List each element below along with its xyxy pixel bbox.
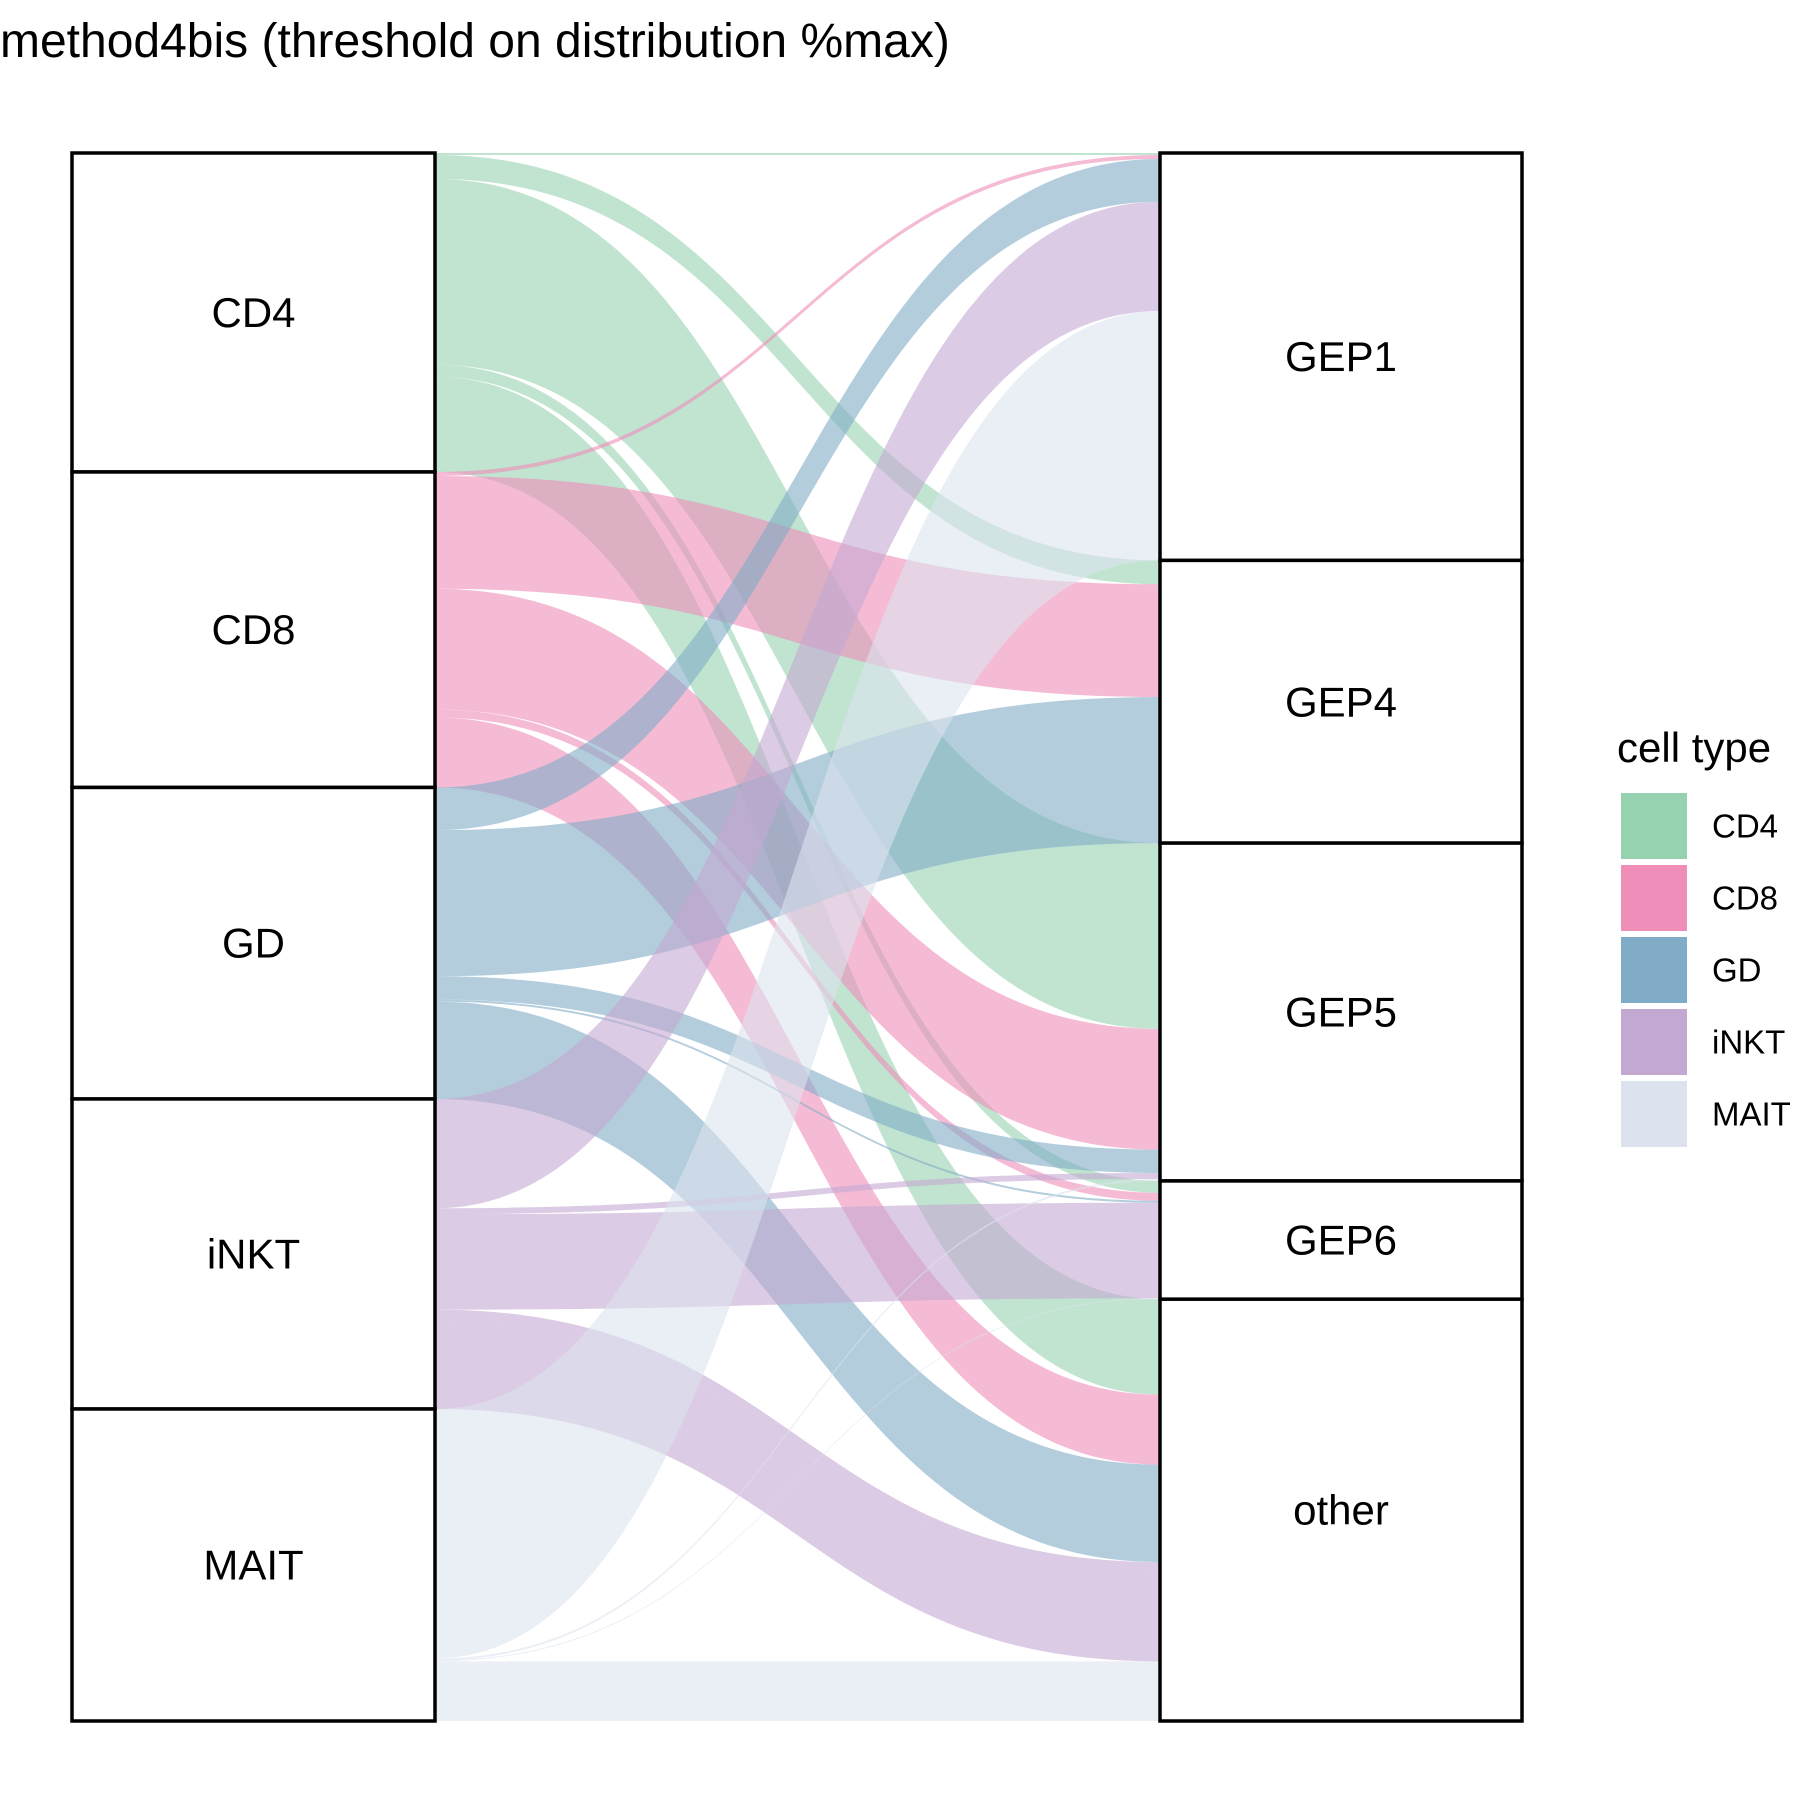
right-node-GEP4	[1158, 558, 1524, 845]
legend-label: CD8	[1712, 880, 1778, 917]
right-node-label: GEP5	[1285, 989, 1397, 1036]
nodes-layer: CD4 CD8 GD iNKT MAIT GEP1 GEP4 GEP5 GEP6 other	[70, 151, 1524, 1723]
legend-label: CD4	[1712, 808, 1778, 845]
left-node-label: CD8	[211, 606, 295, 653]
legend-label: GD	[1712, 952, 1762, 989]
right-node-other	[1158, 1297, 1524, 1723]
flow-GD-to-GEP4	[435, 697, 1160, 977]
left-node-label: MAIT	[203, 1541, 303, 1588]
legend-label: MAIT	[1712, 1096, 1791, 1133]
legend-swatch-iNKT	[1621, 1009, 1687, 1075]
right-node-GEP1	[1158, 151, 1524, 563]
flow-MAIT-to-GEP1	[435, 310, 1160, 1659]
legend: cell type CD4 CD8 GD iNKT MAIT	[1617, 724, 1791, 1147]
right-node-GEP6	[1158, 1179, 1524, 1301]
left-node-label: GD	[222, 920, 285, 967]
flow-MAIT-to-GEP5	[435, 1178, 1160, 1661]
flow-MAIT-to-GEP6	[435, 1298, 1160, 1662]
flow-CD4-to-GEP1	[435, 153, 1160, 155]
flow-CD4-to-GEP4	[435, 154, 1160, 585]
flow-iNKT-to-GEP6	[435, 1202, 1160, 1310]
legend-swatch-CD8	[1621, 865, 1687, 931]
flow-iNKT-to-GEP1	[435, 201, 1160, 1209]
left-node-iNKT	[70, 1097, 437, 1411]
chart-title: method4bis (threshold on distribution %m…	[0, 15, 950, 68]
right-node-label: GEP4	[1285, 678, 1397, 725]
legend-swatch-CD4	[1621, 793, 1687, 859]
left-node-label: CD4	[211, 289, 295, 336]
flow-GD-to-GEP1	[435, 158, 1160, 831]
right-node-label: GEP6	[1285, 1217, 1397, 1264]
right-node-label: other	[1293, 1487, 1389, 1534]
right-node-label: GEP1	[1285, 333, 1397, 380]
flow-MAIT-to-other	[435, 1662, 1160, 1721]
legend-swatch-GD	[1621, 937, 1687, 1003]
flow-MAIT-to-other	[435, 1661, 1160, 1663]
legend-label: iNKT	[1712, 1024, 1785, 1061]
left-node-CD4	[70, 151, 437, 474]
legend-swatch-MAIT	[1621, 1081, 1687, 1147]
left-node-MAIT	[70, 1407, 437, 1723]
left-node-label: iNKT	[207, 1230, 300, 1277]
flow-iNKT-to-other	[435, 1309, 1160, 1574]
flows-layer	[435, 153, 1160, 1721]
flow-iNKT-to-GEP5	[435, 1172, 1160, 1215]
flow-CD8-to-GEP1	[435, 154, 1160, 476]
legend-title: cell type	[1617, 724, 1771, 771]
